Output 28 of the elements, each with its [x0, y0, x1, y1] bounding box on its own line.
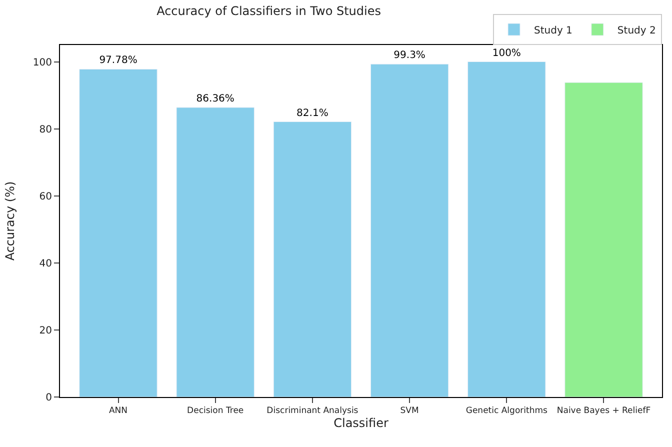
- data-label: 82.1%: [296, 108, 328, 119]
- x-tick-label: Genetic Algorithms: [466, 406, 548, 416]
- y-tick-label: 40: [39, 258, 52, 270]
- x-axis-title: Classifier: [334, 416, 388, 430]
- x-tick-label: SVM: [400, 406, 419, 416]
- bar: [176, 107, 254, 397]
- data-label: 99.3%: [394, 50, 426, 62]
- bar: [468, 62, 546, 397]
- y-tick-label: 20: [39, 325, 52, 336]
- bar: [273, 122, 352, 397]
- bar: [370, 64, 449, 397]
- legend-label: Study 1: [534, 25, 572, 36]
- data-label: 100%: [492, 48, 521, 59]
- y-tick-label: 80: [39, 124, 52, 136]
- x-tick-label: Discriminant Analysis: [266, 406, 359, 416]
- bar: [79, 68, 158, 397]
- legend-label: Study 2: [617, 25, 656, 36]
- chart-title: Accuracy of Classifiers in Two Studies: [156, 4, 382, 18]
- bar: [564, 82, 643, 397]
- x-tick-label: ANN: [108, 406, 128, 416]
- x-tick-label: Naive Bayes + ReliefF: [556, 406, 651, 416]
- y-tick-label: 0: [46, 392, 52, 404]
- data-label: 97.78%: [99, 55, 138, 66]
- data-label: 86.36%: [196, 93, 234, 104]
- y-tick-label: 60: [39, 191, 52, 202]
- x-tick-label: Decision Tree: [187, 406, 244, 416]
- y-axis-title: Accuracy (%): [3, 181, 18, 261]
- y-tick-label: 100: [32, 57, 52, 68]
